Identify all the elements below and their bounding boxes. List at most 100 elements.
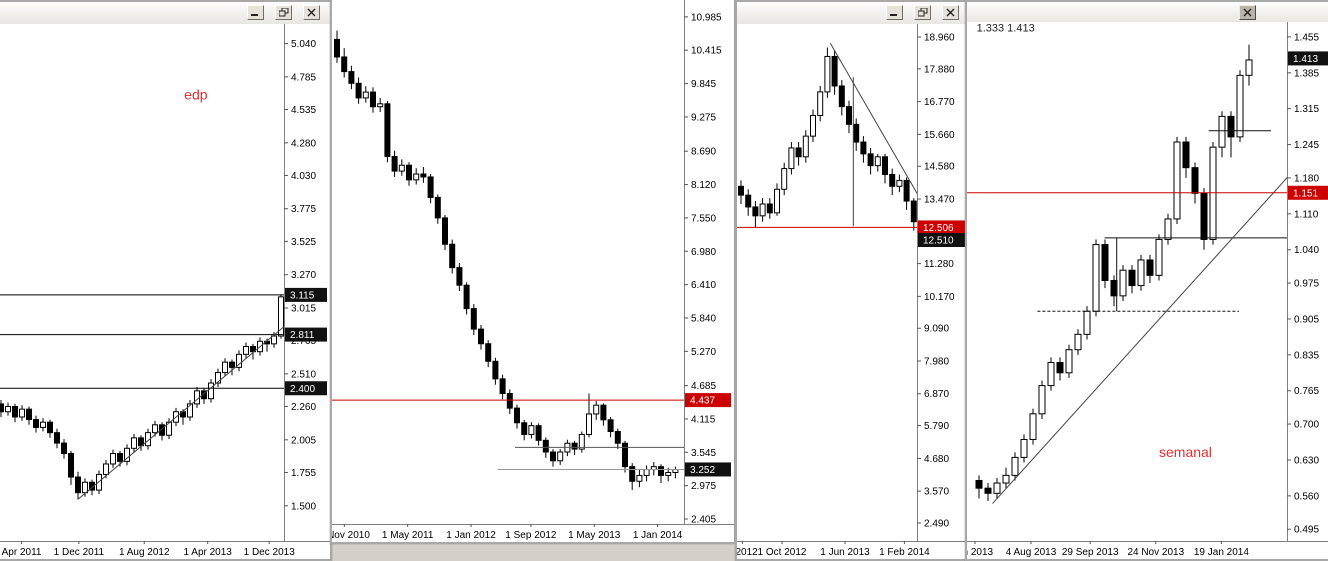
chart-canvas[interactable]: 18.96017.88016.77015.66014.58013.47012.3… bbox=[737, 24, 969, 559]
price-tick-label: 4.785 bbox=[291, 72, 316, 83]
candlestick bbox=[271, 335, 277, 345]
candlestick bbox=[1191, 167, 1199, 194]
candlestick bbox=[413, 173, 420, 181]
chart-window-2: 10.985 10.415 9.845 9.275 8.690 8.120 7.550 6.9… bbox=[330, 0, 736, 544]
titlebar[interactable] bbox=[737, 2, 969, 25]
chart-area[interactable]: 18.96017.88016.77015.66014.58013.47012.3… bbox=[737, 24, 969, 559]
candlestick bbox=[550, 451, 556, 462]
candlestick bbox=[194, 390, 200, 405]
date-tick-label: Apr 2011 bbox=[2, 547, 42, 558]
price-badge bbox=[685, 393, 731, 408]
price-badge-label: 3.252 bbox=[690, 465, 715, 476]
price-tick-label: 10.170 bbox=[924, 292, 955, 303]
price-badge bbox=[285, 327, 327, 342]
chart-canvas[interactable]: edp 5.040 4.785 4.535 4.280 4.030 3.775 3.525 3.… bbox=[0, 24, 330, 559]
price-tick-label: 4.115 bbox=[691, 414, 716, 425]
candlestick bbox=[215, 372, 221, 384]
candlestick bbox=[738, 185, 744, 196]
candlestick bbox=[514, 407, 520, 424]
candlestick bbox=[853, 123, 860, 143]
candlestick bbox=[485, 343, 492, 362]
candlestick bbox=[89, 481, 95, 491]
trend-line[interactable] bbox=[77, 320, 292, 500]
candlestick bbox=[993, 482, 1001, 494]
date-tick-label: 1 Jan 2012 bbox=[446, 530, 496, 541]
candlestick bbox=[54, 432, 60, 444]
candlestick bbox=[278, 296, 284, 337]
candlestick bbox=[1137, 259, 1145, 287]
close-button[interactable] bbox=[942, 5, 959, 20]
price-tick-label: 0.835 bbox=[1294, 350, 1319, 361]
candlestick bbox=[614, 431, 621, 444]
candlestick bbox=[903, 179, 910, 202]
chart-annotation: 1.333 1.413 bbox=[977, 23, 1035, 35]
candlestick bbox=[201, 390, 207, 400]
candlestick bbox=[984, 487, 992, 494]
chart-area[interactable]: 1.333 1.413 semanal 1.455 1.385 1.315 1.245 1.… bbox=[967, 22, 1328, 559]
price-tick-label: 9.845 bbox=[691, 79, 716, 90]
price-tick-label: 0.905 bbox=[1294, 314, 1319, 325]
price-badge bbox=[918, 233, 966, 248]
candlestick bbox=[629, 466, 636, 482]
candlestick bbox=[1128, 269, 1136, 287]
candlestick bbox=[117, 453, 123, 462]
chart-canvas[interactable]: 10.985 10.415 9.845 9.275 8.690 8.120 7.550 6.9… bbox=[332, 0, 734, 542]
trend-line[interactable] bbox=[992, 165, 1299, 504]
price-tick-label: 2.405 bbox=[691, 515, 716, 526]
titlebar[interactable] bbox=[967, 2, 1328, 23]
chart-area[interactable]: 10.985 10.415 9.845 9.275 8.690 8.120 7.550 6.9… bbox=[332, 0, 734, 542]
candlestick bbox=[824, 55, 831, 93]
candlestick bbox=[1146, 259, 1154, 276]
candlestick bbox=[600, 404, 607, 421]
candlestick bbox=[406, 164, 412, 181]
candlestick bbox=[40, 421, 46, 428]
price-tick-label: 5.790 bbox=[924, 421, 949, 432]
price-tick-label: 2.765 bbox=[291, 336, 316, 347]
price-tick-label: 2.260 bbox=[291, 402, 316, 413]
candlestick bbox=[889, 173, 896, 187]
price-tick-label: 6.870 bbox=[924, 389, 949, 400]
price-tick-label: 6.980 bbox=[691, 247, 716, 258]
candlestick bbox=[795, 147, 802, 158]
candlestick bbox=[103, 463, 109, 475]
chart-annotation: semanal bbox=[1159, 444, 1212, 460]
chart-area[interactable]: edp 5.040 4.785 4.535 4.280 4.030 3.775 3.525 3.… bbox=[0, 24, 330, 559]
price-tick-label: 2.005 bbox=[291, 435, 316, 446]
candlestick bbox=[1200, 192, 1208, 240]
price-tick-label: 5.040 bbox=[291, 39, 316, 50]
price-tick-label: 1.180 bbox=[1294, 173, 1319, 184]
candlestick bbox=[658, 466, 664, 476]
candlestick bbox=[586, 413, 592, 435]
restore-button[interactable] bbox=[914, 5, 931, 20]
price-tick-label: 7.980 bbox=[924, 356, 949, 367]
candlestick bbox=[578, 433, 585, 450]
candlestick bbox=[26, 408, 32, 421]
candlestick bbox=[593, 404, 600, 415]
minimize-button[interactable] bbox=[247, 5, 264, 20]
close-button[interactable] bbox=[1239, 5, 1256, 20]
price-tick-label: 7.550 bbox=[691, 213, 716, 224]
chart-canvas[interactable]: 1.333 1.413 semanal 1.455 1.385 1.315 1.245 1.… bbox=[967, 22, 1328, 559]
price-tick-label: 3.570 bbox=[924, 487, 949, 498]
candlestick bbox=[229, 361, 235, 368]
price-tick-label: 10.985 bbox=[691, 12, 722, 23]
minimize-button[interactable] bbox=[886, 5, 903, 20]
titlebar[interactable] bbox=[0, 2, 330, 25]
restore-button[interactable] bbox=[275, 5, 292, 20]
candlestick bbox=[874, 156, 881, 167]
candlestick bbox=[391, 155, 398, 172]
price-badge bbox=[685, 462, 731, 477]
candlestick bbox=[243, 345, 249, 355]
candlestick bbox=[0, 403, 4, 413]
candlestick bbox=[896, 179, 903, 187]
price-tick-label: 9.275 bbox=[691, 112, 716, 123]
close-button[interactable] bbox=[303, 5, 320, 20]
candlestick bbox=[810, 114, 816, 137]
candlestick bbox=[557, 451, 564, 462]
candlestick bbox=[817, 91, 824, 116]
candlestick bbox=[838, 85, 845, 108]
candlestick bbox=[788, 147, 795, 170]
trend-line[interactable] bbox=[829, 42, 918, 195]
price-badge-label: 2.811 bbox=[290, 330, 315, 341]
